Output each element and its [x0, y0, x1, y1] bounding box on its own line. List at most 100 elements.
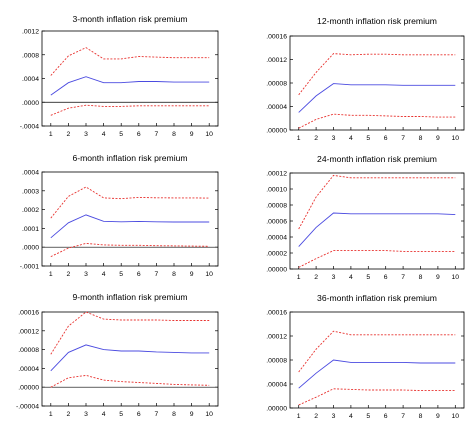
- confidence-band-line: [298, 174, 456, 230]
- y-tick-label: .0008: [22, 52, 39, 59]
- x-tick-label: 10: [205, 271, 213, 278]
- x-tick-label: 8: [419, 135, 423, 142]
- confidence-band-line: [50, 47, 210, 76]
- confidence-band-line: [298, 53, 456, 96]
- y-tick-label: .0004: [22, 76, 39, 83]
- x-tick-label: 2: [314, 413, 318, 420]
- x-tick-label: 9: [190, 271, 194, 278]
- chart-title: 3-month inflation risk premium: [72, 14, 187, 24]
- x-tick-label: 3: [84, 411, 88, 418]
- y-tick-label: .00012: [266, 171, 287, 178]
- x-tick-label: 2: [67, 271, 71, 278]
- x-tick-label: 4: [102, 271, 106, 278]
- y-tick-label: .0004: [22, 170, 39, 177]
- y-tick-label: .00016: [18, 310, 39, 317]
- x-tick-label: 10: [452, 274, 460, 281]
- confidence-band-line: [298, 250, 456, 268]
- x-tick-label: 1: [49, 271, 53, 278]
- y-tick-label: .00004: [266, 382, 287, 389]
- x-tick-label: 6: [137, 131, 141, 138]
- x-tick-label: 2: [67, 411, 71, 418]
- chart-panel: 6-month inflation risk premium -.0001 .000…: [20, 153, 219, 278]
- x-tick-label: 9: [190, 131, 194, 138]
- confidence-band-line: [50, 311, 210, 355]
- x-tick-label: 5: [119, 411, 123, 418]
- x-tick-label: 3: [84, 131, 88, 138]
- y-tick-label: .00012: [266, 57, 287, 64]
- y-tick-label: .00008: [266, 81, 287, 88]
- x-tick-label: 5: [366, 413, 370, 420]
- x-tick-label: 9: [436, 135, 440, 142]
- x-tick-label: 7: [155, 271, 159, 278]
- plot-frame: [41, 30, 219, 127]
- y-tick-label: .00008: [266, 358, 287, 365]
- y-tick-label: .00000: [18, 385, 39, 392]
- chart-title: 9-month inflation risk premium: [72, 292, 187, 302]
- chart-panel: 12-month inflation risk premium .00000 .00…: [266, 16, 465, 142]
- x-tick-label: 5: [119, 271, 123, 278]
- x-tick-label: 7: [401, 135, 405, 142]
- x-tick-label: 1: [297, 413, 301, 420]
- x-tick-label: 2: [314, 135, 318, 142]
- x-tick-label: 8: [419, 413, 423, 420]
- x-tick-label: 8: [172, 411, 176, 418]
- plot-frame: [289, 311, 465, 409]
- chart-title: 12-month inflation risk premium: [317, 16, 437, 26]
- y-tick-label: .00002: [266, 251, 287, 258]
- x-tick-label: 1: [297, 274, 301, 281]
- chart-panel: 9-month inflation risk premium -.00004 .00…: [16, 292, 219, 418]
- y-tick-label: .00004: [266, 104, 287, 111]
- x-tick-label: 10: [452, 413, 460, 420]
- x-tick-label: 2: [314, 274, 318, 281]
- x-tick-label: 10: [452, 135, 460, 142]
- x-tick-label: 6: [384, 135, 388, 142]
- x-tick-label: 5: [366, 274, 370, 281]
- x-tick-label: 7: [155, 131, 159, 138]
- chart-panel: 3-month inflation risk premium -.0004 .000…: [20, 14, 219, 138]
- x-tick-label: 6: [137, 271, 141, 278]
- x-tick-label: 7: [155, 411, 159, 418]
- y-tick-label: .00008: [18, 347, 39, 354]
- confidence-band-line: [298, 330, 456, 373]
- response-line: [50, 76, 210, 96]
- plot-frame: [41, 171, 219, 267]
- y-tick-label: -.0004: [20, 124, 39, 131]
- y-tick-label: -.00004: [16, 404, 39, 411]
- response-line: [50, 214, 210, 239]
- x-tick-label: 1: [297, 135, 301, 142]
- y-tick-label: .00006: [266, 219, 287, 226]
- x-tick-label: 3: [332, 274, 336, 281]
- y-tick-label: .00004: [18, 366, 39, 373]
- y-tick-label: .0000: [22, 245, 39, 252]
- y-tick-label: .00012: [266, 334, 287, 341]
- y-tick-label: .0002: [22, 207, 39, 214]
- y-tick-label: .00008: [266, 203, 287, 210]
- y-tick-label: .0003: [22, 188, 39, 195]
- response-line: [298, 212, 456, 247]
- confidence-band-line: [50, 186, 210, 219]
- chart-title: 6-month inflation risk premium: [72, 153, 187, 163]
- chart-panel: 24-month inflation risk premium .00000 .00…: [266, 154, 465, 281]
- x-tick-label: 6: [384, 274, 388, 281]
- x-tick-label: 8: [172, 271, 176, 278]
- y-tick-label: .00004: [266, 235, 287, 242]
- y-tick-label: .00000: [266, 406, 287, 413]
- confidence-band-line: [50, 104, 210, 116]
- x-tick-label: 4: [349, 135, 353, 142]
- confidence-band-line: [298, 113, 456, 129]
- x-tick-label: 1: [49, 131, 53, 138]
- plot-frame: [41, 311, 219, 407]
- x-tick-label: 5: [366, 135, 370, 142]
- x-tick-label: 6: [137, 411, 141, 418]
- x-tick-label: 2: [67, 131, 71, 138]
- x-tick-label: 9: [190, 411, 194, 418]
- y-tick-label: .00016: [266, 310, 287, 317]
- x-tick-label: 3: [332, 413, 336, 420]
- x-tick-label: 10: [205, 131, 213, 138]
- x-tick-label: 8: [172, 131, 176, 138]
- response-line: [298, 83, 456, 113]
- chart-title: 36-month inflation risk premium: [317, 293, 437, 303]
- x-tick-label: 9: [436, 274, 440, 281]
